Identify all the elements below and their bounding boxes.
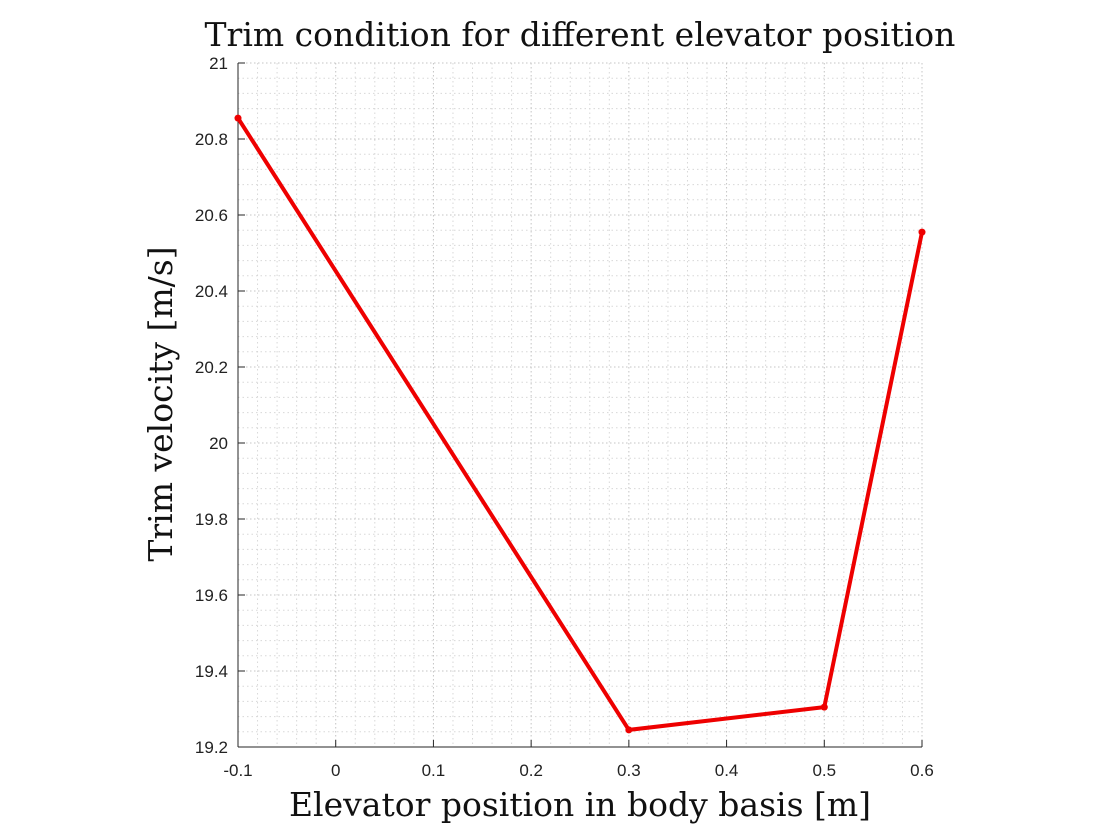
x-tick-label: 0.5 bbox=[812, 761, 836, 780]
y-tick-label: 20.6 bbox=[195, 206, 228, 225]
data-point bbox=[625, 726, 633, 734]
chart-title: Trim condition for different elevator po… bbox=[205, 15, 956, 54]
grid bbox=[237, 62, 923, 748]
y-tick-label: 20.8 bbox=[195, 130, 228, 149]
axes bbox=[237, 62, 923, 748]
series-line bbox=[236, 116, 924, 732]
x-tick-label: 0.4 bbox=[715, 761, 739, 780]
x-tick-label: -0.1 bbox=[223, 761, 252, 780]
data-point bbox=[820, 703, 828, 711]
y-tick-label: 20.2 bbox=[195, 358, 228, 377]
y-tick-label: 19.4 bbox=[195, 662, 228, 681]
y-tick-label: 21 bbox=[209, 54, 228, 73]
x-tick-label: 0.1 bbox=[422, 761, 446, 780]
x-tick-label: 0.3 bbox=[617, 761, 641, 780]
y-tick-label: 19.2 bbox=[195, 738, 228, 757]
series-layer bbox=[234, 114, 926, 734]
y-axis-label: Trim velocity [m/s] bbox=[141, 246, 180, 561]
data-point bbox=[234, 114, 242, 122]
x-axis-label: Elevator position in body basis [m] bbox=[289, 785, 871, 824]
tick-labels: -0.1 0 0.1 0.2 0.3 0.4 0.5 0.6 19.2 19.4 19.6 19.8 2… bbox=[195, 54, 934, 780]
y-tick-label: 19.8 bbox=[195, 510, 228, 529]
x-tick-label: 0 bbox=[331, 761, 340, 780]
x-tick-label: 0.6 bbox=[910, 761, 934, 780]
x-tick-label: 0.2 bbox=[519, 761, 543, 780]
y-tick-label: 19.6 bbox=[195, 586, 228, 605]
data-point bbox=[918, 228, 926, 236]
y-tick-label: 20.4 bbox=[195, 282, 228, 301]
y-tick-label: 20 bbox=[209, 434, 228, 453]
